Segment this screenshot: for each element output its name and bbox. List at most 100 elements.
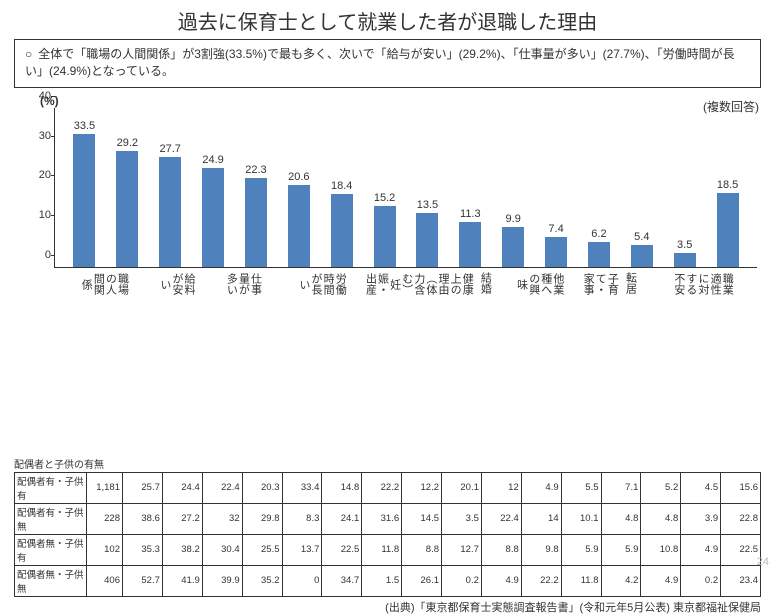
x-category-label: 仕事量が多い [207, 272, 280, 297]
row-cell: 5.5 [561, 472, 601, 503]
bar-col: 13.5 [406, 108, 449, 267]
footer-source: (出典)「東京都保育士実態調査報告書」(令和元年5月公表) 東京都福祉保健局 [0, 597, 775, 615]
bar-rect [631, 245, 653, 266]
bar-col: 22.3 [235, 108, 278, 267]
bar-rect [502, 227, 524, 266]
x-category-label: 職業適性に対する不安 [643, 272, 764, 297]
bullet: ○ [25, 47, 32, 61]
x-category-label: 他業種への興味 [497, 272, 582, 297]
bar-col: 11.3 [449, 108, 492, 267]
row-cell: 12.7 [442, 534, 482, 565]
row-cell: 8.3 [282, 503, 322, 534]
bar-col: 20.6 [277, 108, 320, 267]
bar-rect [116, 151, 138, 267]
row-cell: 5.9 [601, 534, 641, 565]
bar-rect [331, 194, 353, 267]
x-category-label: 結婚 [473, 272, 497, 297]
bar-rect [588, 242, 610, 267]
row-cell: 22.5 [721, 534, 761, 565]
row-cell: 3.9 [681, 503, 721, 534]
bar-col: 33.5 [63, 108, 106, 267]
row-cell: 20.3 [242, 472, 282, 503]
bar-value-label: 11.3 [460, 208, 481, 220]
row-n: 102 [87, 534, 123, 565]
bar-rect [717, 193, 739, 267]
row-cell: 15.6 [721, 472, 761, 503]
row-cell: 4.8 [641, 503, 681, 534]
y-tick: 0 [25, 249, 51, 261]
page-number: 24 [757, 556, 769, 568]
bar-rect [202, 168, 224, 267]
row-cell: 22.4 [202, 472, 242, 503]
row-cell: 5.9 [561, 534, 601, 565]
row-label: 配偶者無・子供有 [15, 534, 87, 565]
bar-col: 27.7 [149, 108, 192, 267]
row-n: 228 [87, 503, 123, 534]
bar-col: 15.2 [363, 108, 406, 267]
y-tick: 20 [25, 169, 51, 181]
row-cell: 25.5 [242, 534, 282, 565]
row-cell: 4.9 [681, 534, 721, 565]
row-cell: 8.8 [402, 534, 442, 565]
table-row: 配偶者有・子供有1,18125.724.422.420.333.414.822.… [15, 472, 761, 503]
bar-col: 7.4 [535, 108, 578, 267]
row-cell: 14.5 [402, 503, 442, 534]
bars-container: 33.529.227.724.922.320.618.415.213.511.3… [63, 108, 749, 267]
row-cell: 4.9 [521, 472, 561, 503]
bar-rect [159, 157, 181, 267]
row-cell: 38.2 [162, 534, 202, 565]
row-cell: 30.4 [202, 534, 242, 565]
row-cell: 27.2 [162, 503, 202, 534]
bar-col: 29.2 [106, 108, 149, 267]
summary-box: ○全体で「職場の人間関係」が3割強(33.5%)で最も多く、次いで「給与が安い」… [14, 39, 761, 88]
bar-rect [245, 178, 267, 267]
row-cell: 38.6 [123, 503, 163, 534]
row-cell: 32 [202, 503, 242, 534]
row-cell: 4.5 [681, 472, 721, 503]
bar-rect [73, 134, 95, 267]
x-category-label: 転居 [618, 272, 642, 297]
bar-value-label: 6.2 [591, 228, 606, 240]
bar-col: 5.4 [620, 108, 663, 267]
row-cell: 29.8 [242, 503, 282, 534]
bar-value-label: 29.2 [117, 137, 138, 149]
bar-value-label: 7.4 [548, 223, 563, 235]
row-cell: 35.3 [123, 534, 163, 565]
bar-value-label: 20.6 [288, 171, 309, 183]
row-cell: 20.1 [442, 472, 482, 503]
bar-rect [416, 213, 438, 267]
row-label: 配偶者有・子供無 [15, 503, 87, 534]
plot-area: 33.529.227.724.922.320.618.415.213.511.3… [54, 108, 757, 268]
bar-rect [545, 237, 567, 266]
bar-value-label: 27.7 [159, 143, 180, 155]
x-category-label: 保護者対応等の大変さ [763, 272, 775, 297]
row-cell: 9.8 [521, 534, 561, 565]
y-tick: 10 [25, 209, 51, 221]
row-cell: 24.4 [162, 472, 202, 503]
x-category-label: 子育て・家事 [582, 272, 618, 297]
bar-col: 24.9 [192, 108, 235, 267]
row-cell: 25.7 [123, 472, 163, 503]
row-cell: 4.8 [601, 503, 641, 534]
row-cell: 14.8 [322, 472, 362, 503]
data-table: 配偶者有・子供有1,18125.724.422.420.333.414.822.… [14, 472, 761, 597]
page-title: 過去に保育士として就業した者が退職した理由 [0, 0, 775, 39]
row-cell: 22.5 [322, 534, 362, 565]
bar-value-label: 22.3 [245, 164, 266, 176]
bar-rect [674, 253, 696, 267]
row-label: 配偶者有・子供有 [15, 472, 87, 503]
bar-value-label: 15.2 [374, 192, 395, 204]
bar-value-label: 18.5 [717, 179, 738, 191]
table-row: 配偶者有・子供無22838.627.23229.88.324.131.614.5… [15, 503, 761, 534]
row-cell: 31.6 [362, 503, 402, 534]
row-cell: 24.1 [322, 503, 362, 534]
row-cell: 5.2 [641, 472, 681, 503]
bar-col: 6.2 [578, 108, 621, 267]
y-tick: 30 [25, 130, 51, 142]
row-cell: 10.1 [561, 503, 601, 534]
row-cell: 12.2 [402, 472, 442, 503]
row-cell: 13.7 [282, 534, 322, 565]
bar-value-label: 9.9 [506, 213, 521, 225]
row-cell: 22.2 [362, 472, 402, 503]
bar-value-label: 13.5 [417, 199, 438, 211]
